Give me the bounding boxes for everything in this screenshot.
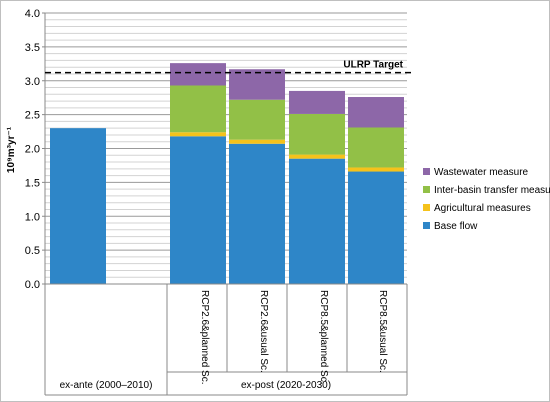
y-tick-label: 3.5: [25, 42, 40, 54]
bar-segment: [229, 139, 285, 144]
y-tick-label: 3.0: [25, 76, 40, 88]
y-tick-label: 2.5: [25, 110, 40, 122]
bar-segment: [170, 136, 226, 284]
x-category-label: RCP2.6&usual Sc.: [258, 290, 269, 373]
y-tick-label: 0.0: [25, 279, 40, 291]
bar-segment: [289, 154, 345, 159]
y-tick-label: 1.0: [25, 211, 40, 223]
y-tick-label: 4.0: [25, 8, 40, 20]
bar-segment: [50, 128, 106, 284]
bar-segment: [170, 85, 226, 133]
x-category-label: RCP8.5&usual Sc.: [377, 290, 388, 373]
bars: [50, 63, 404, 284]
bar-segment: [229, 99, 285, 140]
bar-segment: [229, 69, 285, 100]
x-group-label: ex-post (2020-2030): [241, 380, 331, 391]
legend-label: Agricultural measures: [434, 203, 531, 214]
legend-swatch: [423, 222, 430, 229]
y-axis: 0.0 0.5 1.0 1.5 2.0 2.5 3.0 3.5 4.0: [25, 8, 46, 291]
legend-label: Wastewater measure: [434, 167, 529, 178]
x-category-label: RCP2.6&planned Sc.: [199, 290, 210, 385]
legend-label: Base flow: [434, 221, 478, 232]
bar-segment: [170, 132, 226, 137]
y-tick-label: 2.0: [25, 144, 40, 156]
bar-segment: [348, 127, 404, 168]
bar-segment: [348, 167, 404, 172]
x-category-label: RCP8.5&planned Sc.: [318, 290, 329, 385]
bar-segment: [289, 158, 345, 284]
legend-label: Inter-basin transfer measure: [434, 185, 550, 196]
reference-line: ULRP Target: [45, 60, 411, 74]
bar-segment: [229, 143, 285, 284]
bar-segment: [289, 90, 345, 114]
legend-swatch: [423, 186, 430, 193]
x-group-label: ex-ante (2000–2010): [60, 380, 153, 391]
bar-segment: [170, 63, 226, 86]
bar-segment: [348, 97, 404, 128]
y-axis-label: 10⁹m³yr⁻¹: [6, 126, 17, 173]
x-axis: RCP2.6&planned Sc. RCP2.6&usual Sc. RCP8.5…: [44, 283, 408, 396]
bar-segment: [289, 113, 345, 155]
y-tick-label: 0.5: [25, 245, 40, 257]
bar-segment: [348, 171, 404, 284]
y-tick-label: 1.5: [25, 177, 40, 189]
legend-swatch: [423, 204, 430, 211]
reference-line-label: ULRP Target: [343, 60, 403, 71]
legend-swatch: [423, 168, 430, 175]
legend: Wastewater measure Inter-basin transfer m…: [423, 167, 550, 232]
